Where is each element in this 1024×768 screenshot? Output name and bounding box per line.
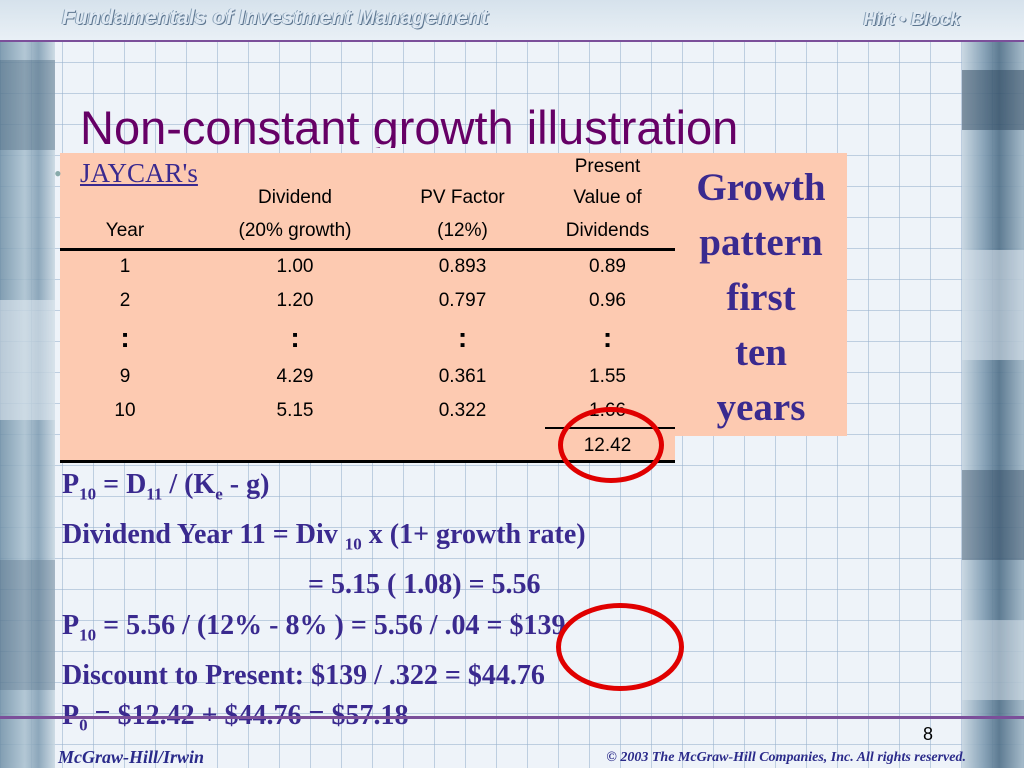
- table-row: 1 1.00 0.893 0.89: [60, 250, 675, 284]
- header-authors: Hirt • Block: [863, 9, 960, 29]
- dividend-year-11-value-line: = 5.15 ( 1.08) = 5.56: [308, 569, 541, 601]
- growth-text-line: years: [716, 386, 806, 429]
- cell-year: 9: [119, 366, 131, 387]
- cell-year: 1: [119, 256, 131, 277]
- growth-text-line: Growth: [696, 166, 826, 209]
- dividend-table: Present Dividend PV Factor Value of Year…: [60, 153, 675, 463]
- highlight-circle-discount: [556, 603, 684, 691]
- growth-text-line: ten: [735, 331, 787, 374]
- growth-text-line: pattern: [699, 221, 823, 264]
- dividend-year-11-line: Dividend Year 11 = Div 10 x (1+ growth r…: [62, 519, 586, 554]
- table-bottom-rule: [60, 460, 675, 463]
- header-pv-line1: PV Factor: [420, 187, 505, 208]
- table-row: 9 4.29 0.361 1.55: [60, 360, 675, 394]
- page-number: 8: [923, 724, 934, 744]
- header-pv-line2: (12%): [437, 220, 488, 241]
- cell-present-value: 1.55: [589, 366, 626, 387]
- cell-dividend: 5.15: [276, 400, 314, 421]
- footer-rule: [0, 716, 1024, 719]
- bullet-icon: •: [54, 161, 62, 186]
- cell-dividend: 1.20: [276, 290, 314, 311]
- header-present-line3: Dividends: [565, 220, 650, 241]
- footer-copyright: © 2003 The McGraw-Hill Companies, Inc. A…: [606, 750, 966, 765]
- cell-dividend: 4.29: [276, 366, 314, 387]
- cell-year: 10: [114, 400, 136, 421]
- header-present-line2: Value of: [573, 187, 642, 208]
- growth-pattern-box: Growth pattern first ten years: [675, 153, 847, 436]
- highlight-circle-total: [558, 407, 664, 483]
- cell-year: :: [120, 322, 130, 353]
- slide-title: Non-constant growth illustration: [80, 101, 739, 148]
- header-course-title: Fundamentals of Investment Management: [62, 6, 489, 29]
- header-dividend-line1: Dividend: [258, 187, 332, 208]
- cell-present-value: :: [602, 322, 613, 353]
- right-decorative-strip: [962, 0, 1024, 768]
- cell-year: 2: [119, 290, 131, 311]
- cell-pv-factor: 0.322: [438, 400, 487, 421]
- header-present-line1: Present: [574, 156, 641, 177]
- jaycar-link[interactable]: JAYCAR's: [80, 158, 198, 188]
- left-decorative-strip: [0, 0, 55, 768]
- cell-present-value: 0.96: [589, 290, 626, 311]
- cell-pv-factor: 0.361: [438, 366, 487, 387]
- footer-publisher: McGraw-Hill/Irwin: [58, 747, 205, 767]
- table-row: 2 1.20 0.797 0.96: [60, 284, 675, 318]
- cell-pv-factor: 0.797: [438, 290, 487, 311]
- header-year: Year: [105, 220, 145, 241]
- calculation-block: P10 = D11 / (Ke - g) Dividend Year 11 = …: [62, 465, 586, 746]
- price-year-10-line: P10 = 5.56 / (12% - 8% ) = 5.56 / .04 = …: [62, 609, 566, 645]
- cell-pv-factor: 0.893: [438, 256, 487, 277]
- growth-text-line: first: [726, 276, 796, 319]
- cell-dividend: :: [290, 322, 300, 353]
- price-today-line: P0 = $12.42 + $44.76 = $57.18: [62, 700, 409, 735]
- header-rule: [0, 40, 1024, 42]
- cell-present-value: 0.89: [589, 256, 626, 277]
- formula-line: P10 = D11 / (Ke - g): [62, 469, 270, 504]
- header-band: [0, 0, 1024, 40]
- cell-pv-factor: :: [457, 322, 468, 353]
- table-row-ellipsis: : : : :: [60, 321, 675, 355]
- discount-to-present-line: Discount to Present: $139 / .322 = $44.7…: [62, 659, 545, 691]
- cell-dividend: 1.00: [276, 256, 314, 277]
- table-header-rule: [60, 248, 675, 251]
- header-dividend-line2: (20% growth): [238, 220, 352, 241]
